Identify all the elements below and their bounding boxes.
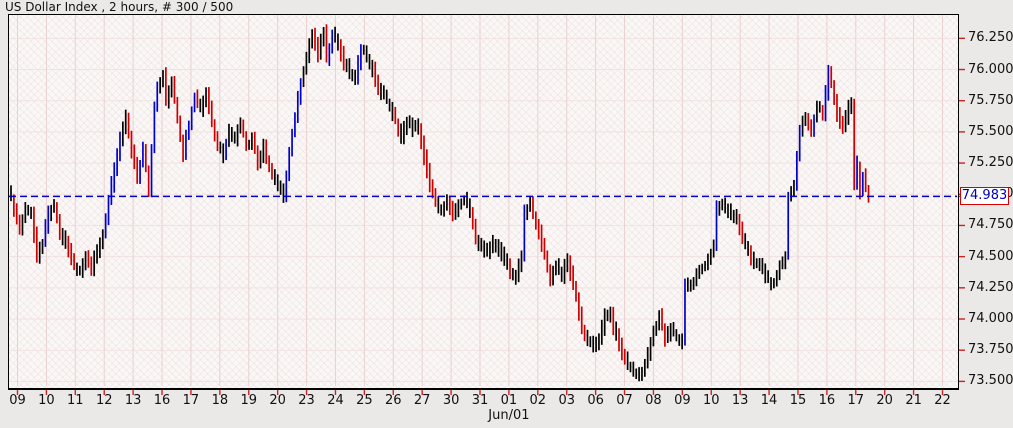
- x-axis-label: 25: [356, 393, 373, 408]
- x-axis-label: 17: [182, 393, 200, 408]
- x-axis-label: 20: [269, 393, 286, 408]
- x-axis-label: 19: [240, 393, 258, 408]
- x-axis-label: 17: [847, 393, 865, 408]
- x-axis-month-label: Jun/01: [488, 408, 530, 423]
- x-axis-label: 18: [211, 393, 229, 408]
- y-axis-label: 74.750: [968, 217, 1013, 233]
- y-axis-label: 73.500: [968, 373, 1013, 389]
- x-axis-label: 09: [9, 393, 26, 408]
- x-axis-label: 09: [674, 393, 691, 408]
- x-axis-label: 01: [500, 393, 518, 408]
- x-axis-label: 31: [471, 393, 489, 408]
- x-axis-label: 03: [558, 393, 575, 408]
- x-axis-label: 07: [616, 393, 633, 408]
- x-axis-label: 21: [905, 393, 922, 408]
- y-axis-label: 74.000: [968, 311, 1013, 326]
- x-axis-label: 14: [760, 393, 778, 408]
- chart-title: US Dollar Index , 2 hours, # 300 / 500: [5, 0, 234, 14]
- y-axis-label: 74.500: [968, 248, 1013, 264]
- y-axis-label: 76.000: [968, 61, 1013, 77]
- last-price-label: 74.983: [960, 187, 1009, 206]
- x-axis-label: 02: [529, 393, 547, 408]
- x-axis-label: 16: [153, 393, 171, 408]
- x-axis-label: 06: [587, 393, 604, 408]
- x-axis-label: 23: [298, 393, 315, 408]
- x-axis-label: 22: [934, 393, 951, 408]
- x-axis-label: 08: [645, 393, 662, 408]
- gridlines: [9, 15, 957, 386]
- x-axis-label: 27: [413, 393, 431, 408]
- x-axis-ticks: [16, 390, 944, 395]
- x-axis-label: 12: [95, 393, 113, 408]
- x-axis-label: 26: [385, 393, 402, 408]
- x-axis-label: 13: [124, 393, 142, 408]
- x-axis-label: 15: [789, 393, 807, 408]
- y-axis-label: 75.250: [968, 155, 1013, 171]
- plot-area[interactable]: [8, 14, 959, 390]
- x-axis-label: 11: [67, 393, 84, 408]
- price-bars: [10, 24, 870, 382]
- y-axis-ticks: [959, 37, 965, 383]
- x-axis-label: 16: [818, 393, 836, 408]
- x-axis-label: 30: [442, 393, 460, 408]
- y-axis-label: 73.750: [968, 342, 1013, 358]
- x-axis-label: 10: [38, 393, 55, 408]
- y-axis-label: 75.500: [968, 123, 1013, 139]
- x-axis-label: 10: [702, 393, 720, 408]
- y-axis-label: 74.250: [968, 279, 1013, 295]
- y-axis-label: 76.250: [968, 30, 1013, 46]
- x-axis-label: 13: [731, 393, 749, 408]
- y-axis-label: 75.750: [968, 92, 1013, 108]
- x-axis-label: 20: [876, 393, 893, 408]
- x-axis-label: 24: [327, 393, 344, 408]
